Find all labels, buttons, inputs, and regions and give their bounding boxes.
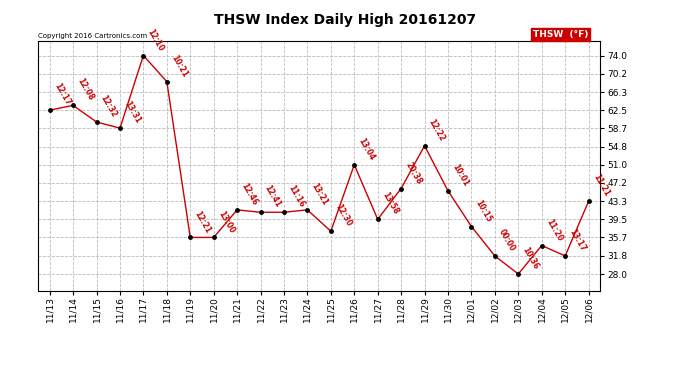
Text: 12:22: 12:22 <box>427 117 446 143</box>
Text: 12:21: 12:21 <box>193 209 213 234</box>
Text: 12:10: 12:10 <box>146 27 166 52</box>
Text: 00:00: 00:00 <box>497 228 517 253</box>
Text: 12:32: 12:32 <box>99 94 119 119</box>
Text: 11:20: 11:20 <box>544 217 564 243</box>
Text: 11:21: 11:21 <box>591 173 611 198</box>
Text: 10:01: 10:01 <box>451 162 470 188</box>
Text: 13:17: 13:17 <box>567 228 587 253</box>
Text: 13:00: 13:00 <box>216 209 236 234</box>
Text: Copyright 2016 Cartronics.com: Copyright 2016 Cartronics.com <box>38 33 147 39</box>
Text: 13:21: 13:21 <box>310 182 330 207</box>
Text: 12:46: 12:46 <box>239 182 259 207</box>
Text: 12:41: 12:41 <box>263 184 283 209</box>
Text: 12:30: 12:30 <box>333 203 353 228</box>
Text: 10:21: 10:21 <box>169 53 189 79</box>
Text: 10:15: 10:15 <box>474 198 493 223</box>
Text: 13:58: 13:58 <box>380 191 400 216</box>
Text: 20:38: 20:38 <box>404 160 424 186</box>
Text: 11:16: 11:16 <box>286 184 306 209</box>
Text: THSW Index Daily High 20161207: THSW Index Daily High 20161207 <box>214 13 476 27</box>
Text: THSW  (°F): THSW (°F) <box>533 30 588 39</box>
Text: 13:31: 13:31 <box>122 100 142 125</box>
Text: 12:17: 12:17 <box>52 82 72 107</box>
Text: 12:08: 12:08 <box>75 77 95 102</box>
Text: 10:36: 10:36 <box>521 246 540 271</box>
Text: 13:04: 13:04 <box>357 136 377 162</box>
